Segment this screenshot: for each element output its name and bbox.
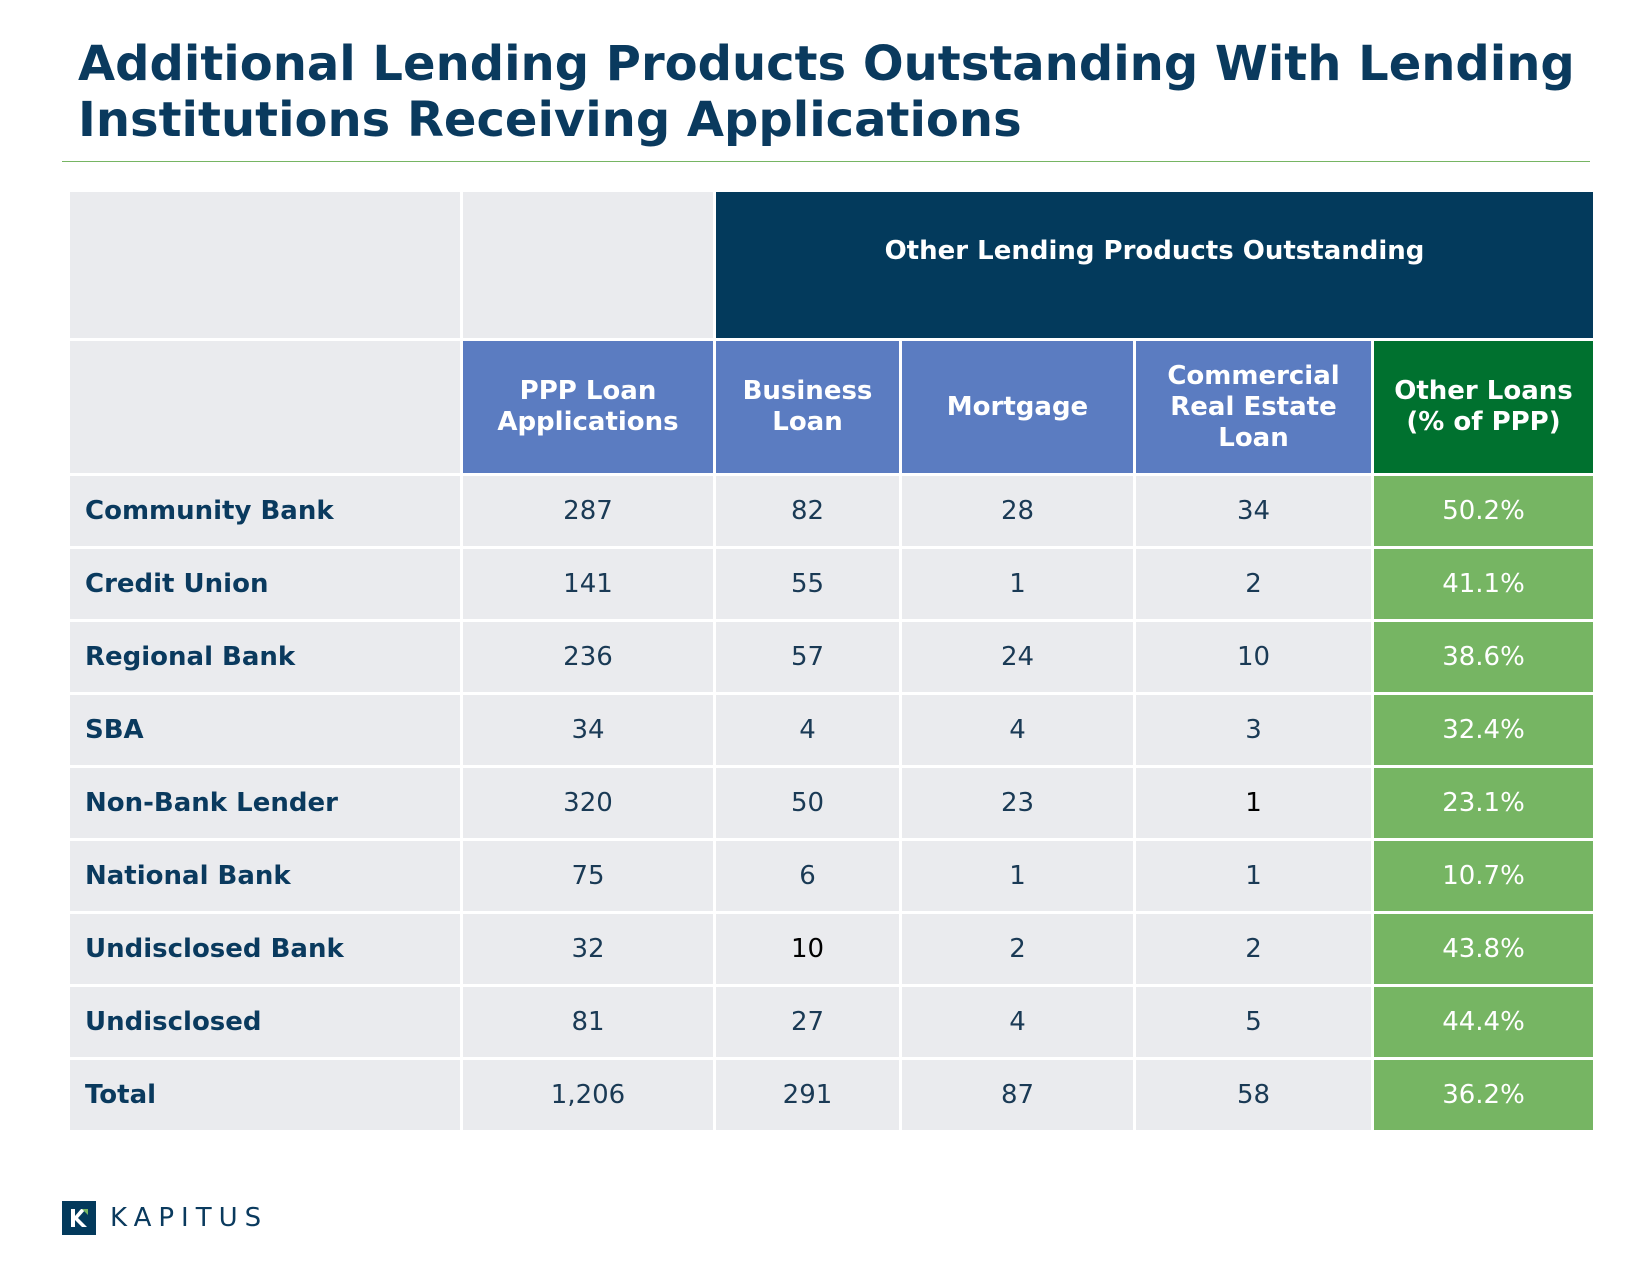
header-other-loans: Other Loans (% of PPP) — [1371, 338, 1596, 476]
table-row: Community Bank 287 82 28 34 50.2% — [67, 473, 1596, 549]
cell-cre: 2 — [1133, 546, 1374, 622]
cell-ppp: 81 — [460, 984, 716, 1060]
cell-ppp: 236 — [460, 619, 716, 695]
cell-other-pct: 41.1% — [1371, 546, 1596, 622]
group-header: Other Lending Products Outstanding — [713, 189, 1596, 341]
cell-cre: 1 — [1133, 765, 1374, 841]
cell-business: 6 — [713, 838, 902, 914]
cell-cre: 34 — [1133, 473, 1374, 549]
cell-mortgage: 4 — [899, 984, 1136, 1060]
cell-business: 57 — [713, 619, 902, 695]
row-label-header — [67, 338, 463, 476]
cell-mortgage: 4 — [899, 692, 1136, 768]
cell-business: 4 — [713, 692, 902, 768]
table-row: Credit Union 141 55 1 2 41.1% — [67, 546, 1596, 622]
header-ppp: PPP Loan Applications — [460, 338, 716, 476]
brand-name: KAPITUS — [110, 1203, 269, 1233]
cell-other-pct: 36.2% — [1371, 1057, 1596, 1133]
cell-other-pct: 50.2% — [1371, 473, 1596, 549]
cell-mortgage: 1 — [899, 838, 1136, 914]
cell-cre: 2 — [1133, 911, 1374, 987]
page-title-line-1: Additional Lending Products Outstanding … — [78, 36, 1575, 92]
row-label: Undisclosed — [67, 984, 463, 1060]
cell-cre: 1 — [1133, 838, 1374, 914]
cell-business: 55 — [713, 546, 902, 622]
kapitus-k-icon — [62, 1201, 96, 1235]
table-body: Community Bank 287 82 28 34 50.2% Credit Union… — [67, 473, 1596, 1133]
cell-mortgage: 28 — [899, 473, 1136, 549]
cell-business: 50 — [713, 765, 902, 841]
kapitus-logo: KAPITUS — [62, 1201, 268, 1235]
table-row: Total 1,206 291 87 58 36.2% — [67, 1057, 1596, 1133]
cell-cre: 5 — [1133, 984, 1374, 1060]
row-label: Regional Bank — [67, 619, 463, 695]
cell-other-pct: 23.1% — [1371, 765, 1596, 841]
header-mortgage: Mortgage — [899, 338, 1136, 476]
table-row: National Bank 75 6 1 1 10.7% — [67, 838, 1596, 914]
row-label: Community Bank — [67, 473, 463, 549]
page-title-line-2: Institutions Receiving Applications — [78, 92, 1022, 148]
row-label: National Bank — [67, 838, 463, 914]
row-label: Non-Bank Lender — [67, 765, 463, 841]
empty-header-cell — [460, 189, 716, 341]
table-row: Non-Bank Lender 320 50 23 1 23.1% — [67, 765, 1596, 841]
corner-cell — [67, 189, 463, 341]
cell-ppp: 1,206 — [460, 1057, 716, 1133]
title-divider — [62, 161, 1590, 162]
cell-ppp: 34 — [460, 692, 716, 768]
row-label: Credit Union — [67, 546, 463, 622]
cell-ppp: 75 — [460, 838, 716, 914]
page-title: Additional Lending Products Outstanding … — [78, 36, 1598, 148]
cell-other-pct: 10.7% — [1371, 838, 1596, 914]
column-header-row: PPP Loan Applications Business Loan Mort… — [67, 338, 1596, 476]
cell-mortgage: 87 — [899, 1057, 1136, 1133]
row-label: Undisclosed Bank — [67, 911, 463, 987]
cell-ppp: 141 — [460, 546, 716, 622]
cell-other-pct: 32.4% — [1371, 692, 1596, 768]
cell-mortgage: 2 — [899, 911, 1136, 987]
row-label: SBA — [67, 692, 463, 768]
table-row: Undisclosed Bank 32 10 2 2 43.8% — [67, 911, 1596, 987]
cell-mortgage: 23 — [899, 765, 1136, 841]
cell-business: 10 — [713, 911, 902, 987]
lending-products-table: Other Lending Products Outstanding PPP L… — [67, 189, 1596, 1133]
cell-ppp: 320 — [460, 765, 716, 841]
cell-ppp: 287 — [460, 473, 716, 549]
table-row: Regional Bank 236 57 24 10 38.6% — [67, 619, 1596, 695]
cell-mortgage: 1 — [899, 546, 1136, 622]
table-row: Undisclosed 81 27 4 5 44.4% — [67, 984, 1596, 1060]
cell-ppp: 32 — [460, 911, 716, 987]
header-commercial-real-estate-loan: Commercial Real Estate Loan — [1133, 338, 1374, 476]
cell-mortgage: 24 — [899, 619, 1136, 695]
header-business-loan: Business Loan — [713, 338, 902, 476]
cell-cre: 58 — [1133, 1057, 1374, 1133]
row-label: Total — [67, 1057, 463, 1133]
cell-other-pct: 44.4% — [1371, 984, 1596, 1060]
cell-other-pct: 43.8% — [1371, 911, 1596, 987]
cell-business: 82 — [713, 473, 902, 549]
cell-other-pct: 38.6% — [1371, 619, 1596, 695]
cell-cre: 3 — [1133, 692, 1374, 768]
cell-business: 291 — [713, 1057, 902, 1133]
group-header-row: Other Lending Products Outstanding — [67, 189, 1596, 341]
cell-cre: 10 — [1133, 619, 1374, 695]
table-row: SBA 34 4 4 3 32.4% — [67, 692, 1596, 768]
cell-business: 27 — [713, 984, 902, 1060]
